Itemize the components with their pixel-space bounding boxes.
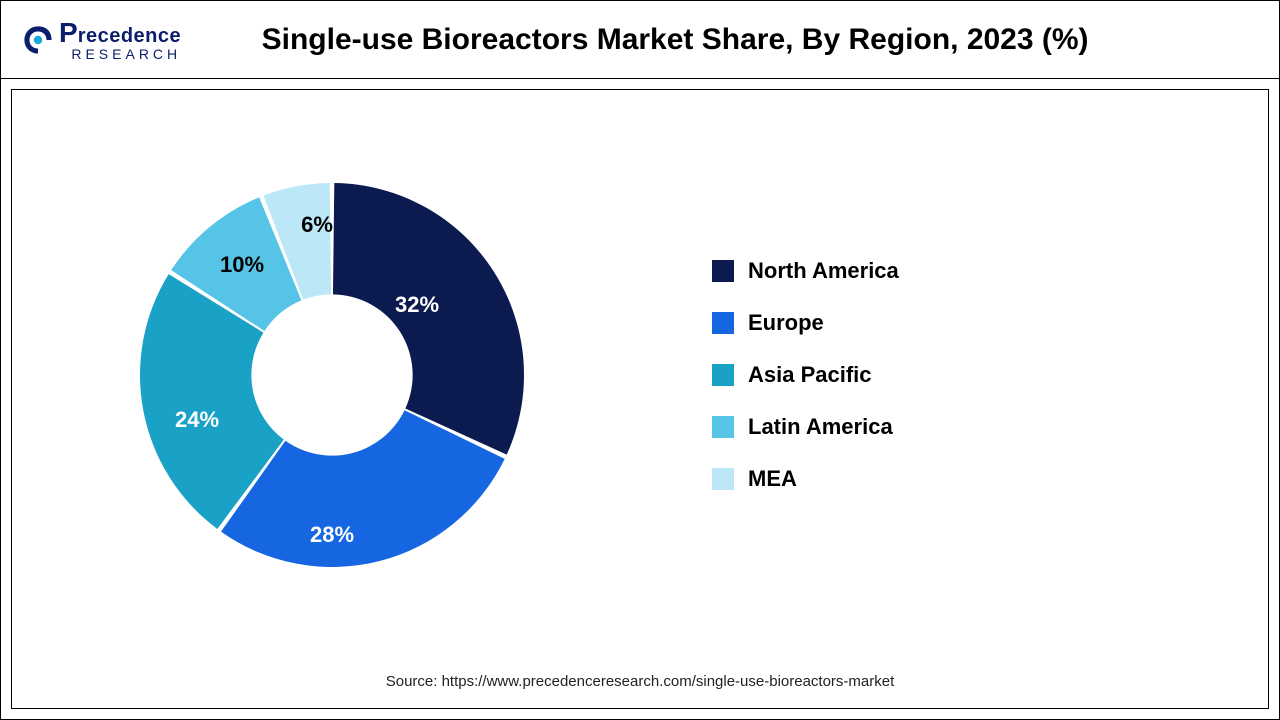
legend-label: North America [748,258,899,284]
header: P recedence RESEARCH Single-use Bioreact… [1,1,1279,79]
slice-label: 28% [310,522,354,548]
legend-swatch [712,364,734,386]
legend-swatch [712,312,734,334]
legend-item: Latin America [712,414,1152,440]
chart-area: 32% 28% 24% 10% 6% North America Europe Asia P… [12,90,1268,659]
chart-body: 32% 28% 24% 10% 6% North America Europe Asia P… [11,89,1269,709]
slice-label: 24% [175,407,219,433]
logo-word-2: RESEARCH [59,47,181,61]
slice-label: 10% [220,252,264,278]
logo-mark-icon [21,23,55,57]
legend-swatch [712,260,734,282]
slice-label: 32% [395,292,439,318]
legend-item: MEA [712,466,1152,492]
legend-label: Latin America [748,414,893,440]
logo-initial: P [59,19,78,47]
source-text: Source: https://www.precedenceresearch.c… [12,659,1268,708]
slice-label: 6% [301,212,333,238]
donut-slice [333,183,524,455]
legend-item: Europe [712,310,1152,336]
logo-top-row: P recedence [59,19,181,47]
legend-label: Asia Pacific [748,362,872,388]
logo: P recedence RESEARCH [21,19,181,61]
chart-title: Single-use Bioreactors Market Share, By … [211,23,1259,57]
legend-swatch [712,468,734,490]
donut-container: 32% 28% 24% 10% 6% [12,115,652,635]
page-frame: P recedence RESEARCH Single-use Bioreact… [0,0,1280,720]
legend-swatch [712,416,734,438]
legend-item: North America [712,258,1152,284]
logo-word-1: recedence [78,26,181,46]
logo-text: P recedence RESEARCH [59,19,181,61]
legend-label: MEA [748,466,797,492]
legend-label: Europe [748,310,824,336]
legend: North America Europe Asia Pacific Latin Ame… [652,232,1152,518]
legend-item: Asia Pacific [712,362,1152,388]
